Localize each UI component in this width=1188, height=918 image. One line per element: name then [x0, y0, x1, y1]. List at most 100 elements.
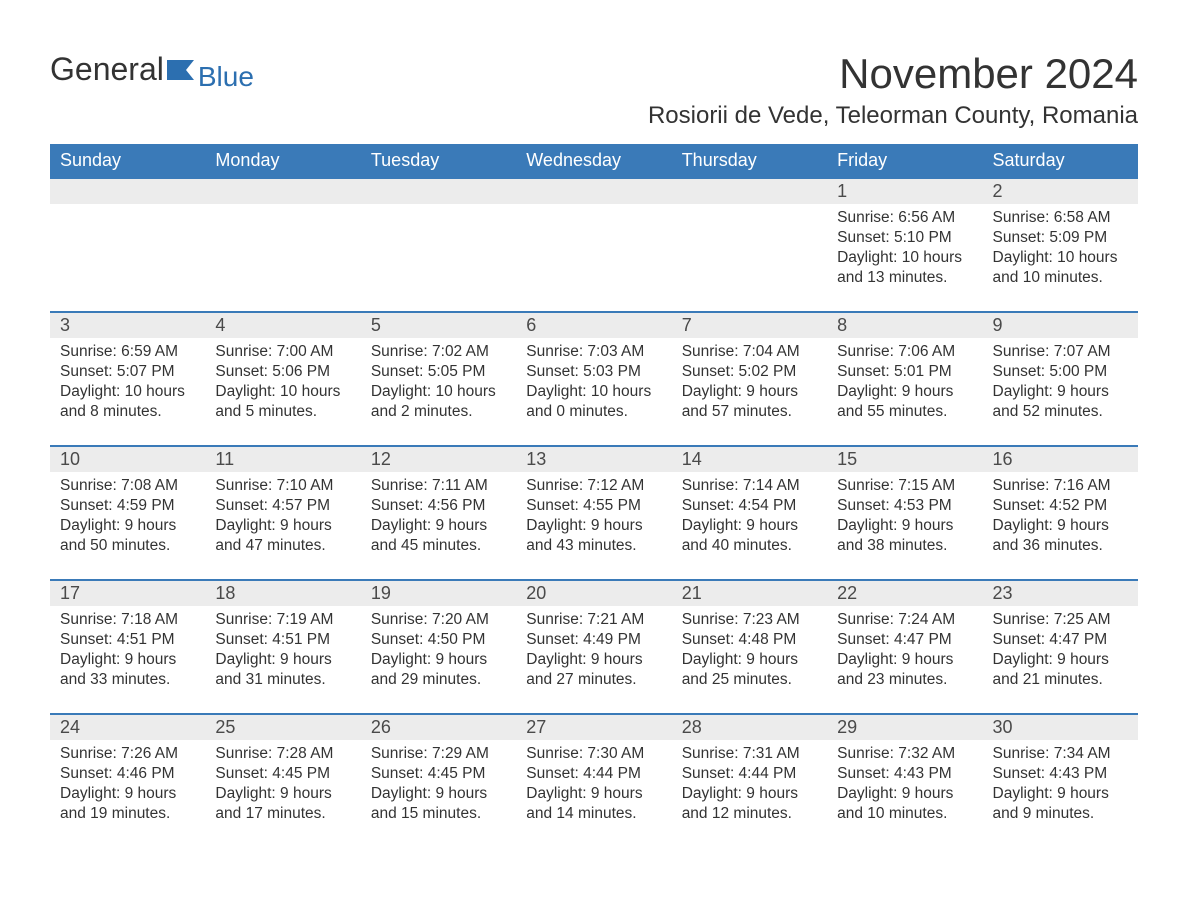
week-detail-row: Sunrise: 6:59 AMSunset: 5:07 PM Daylight:… — [50, 338, 1138, 446]
day-detail-cell: Sunrise: 7:32 AMSunset: 4:43 PMDaylight:… — [827, 740, 982, 848]
day-number-cell — [516, 178, 671, 204]
day-number-cell: 20 — [516, 580, 671, 606]
day-number: 7 — [682, 315, 692, 335]
day-dl2: and 8 minutes. — [60, 402, 195, 422]
day-detail-cell: Sunrise: 7:14 AMSunset: 4:54 PMDaylight:… — [672, 472, 827, 580]
day-sunset: Sunset: 4:55 PM — [526, 496, 661, 516]
day-detail-cell — [50, 204, 205, 312]
day-dl2: and 43 minutes. — [526, 536, 661, 556]
day-number-cell: 1 — [827, 178, 982, 204]
day-sunset: Sunset: 5:09 PM — [993, 228, 1128, 248]
day-detail-cell: Sunrise: 7:34 AMSunset: 4:43 PMDaylight:… — [983, 740, 1138, 848]
day-number: 8 — [837, 315, 847, 335]
day-dl2: and 57 minutes. — [682, 402, 817, 422]
day-number: 27 — [526, 717, 546, 737]
day-sunrise: Sunrise: 7:11 AM — [371, 476, 506, 496]
day-number-cell: 9 — [983, 312, 1138, 338]
weekday-header: Friday — [827, 144, 982, 178]
day-detail-cell: Sunrise: 7:04 AMSunset: 5:02 PMDaylight:… — [672, 338, 827, 446]
day-sunset: Sunset: 5:07 PM — [60, 362, 195, 382]
day-number: 18 — [215, 583, 235, 603]
day-sunrise: Sunrise: 7:00 AM — [215, 342, 350, 362]
day-detail-cell: Sunrise: 6:56 AMSunset: 5:10 PMDaylight:… — [827, 204, 982, 312]
day-sunset: Sunset: 4:47 PM — [837, 630, 972, 650]
day-sunrise: Sunrise: 6:59 AM — [60, 342, 195, 362]
day-detail-cell: Sunrise: 7:24 AMSunset: 4:47 PMDaylight:… — [827, 606, 982, 714]
day-number: 17 — [60, 583, 80, 603]
day-dl2: and 2 minutes. — [371, 402, 506, 422]
day-detail-cell: Sunrise: 7:02 AMSunset: 5:05 PMDaylight:… — [361, 338, 516, 446]
day-number-cell: 8 — [827, 312, 982, 338]
day-dl2: and 9 minutes. — [993, 804, 1128, 824]
day-dl1: Daylight: 9 hours — [526, 516, 661, 536]
day-dl2: and 29 minutes. — [371, 670, 506, 690]
day-dl2: and 5 minutes. — [215, 402, 350, 422]
day-number: 2 — [993, 181, 1003, 201]
day-sunset: Sunset: 4:52 PM — [993, 496, 1128, 516]
brand-name-2: Blue — [198, 64, 254, 89]
day-sunset: Sunset: 4:46 PM — [60, 764, 195, 784]
day-dl2: and 31 minutes. — [215, 670, 350, 690]
day-sunset: Sunset: 5:00 PM — [993, 362, 1128, 382]
day-sunset: Sunset: 4:44 PM — [526, 764, 661, 784]
day-sunrise: Sunrise: 6:56 AM — [837, 208, 972, 228]
day-dl1: Daylight: 9 hours — [215, 650, 350, 670]
day-number-cell — [50, 178, 205, 204]
day-sunset: Sunset: 4:43 PM — [993, 764, 1128, 784]
day-sunrise: Sunrise: 7:16 AM — [993, 476, 1128, 496]
weekday-header-row: Sunday Monday Tuesday Wednesday Thursday… — [50, 144, 1138, 178]
day-number-cell: 19 — [361, 580, 516, 606]
day-number-cell: 23 — [983, 580, 1138, 606]
day-dl1: Daylight: 9 hours — [526, 650, 661, 670]
weekday-header: Tuesday — [361, 144, 516, 178]
day-sunrise: Sunrise: 7:30 AM — [526, 744, 661, 764]
day-number: 10 — [60, 449, 80, 469]
header: General Blue November 2024 — [50, 50, 1138, 98]
day-number-cell: 10 — [50, 446, 205, 472]
day-number-cell: 5 — [361, 312, 516, 338]
day-sunset: Sunset: 4:56 PM — [371, 496, 506, 516]
day-number-cell: 13 — [516, 446, 671, 472]
day-dl2: and 55 minutes. — [837, 402, 972, 422]
day-detail-cell: Sunrise: 7:19 AMSunset: 4:51 PMDaylight:… — [205, 606, 360, 714]
day-dl2: and 23 minutes. — [837, 670, 972, 690]
day-detail-cell: Sunrise: 7:00 AMSunset: 5:06 PMDaylight:… — [205, 338, 360, 446]
day-sunset: Sunset: 4:45 PM — [215, 764, 350, 784]
day-sunrise: Sunrise: 7:32 AM — [837, 744, 972, 764]
day-dl1: Daylight: 9 hours — [526, 784, 661, 804]
day-dl2: and 15 minutes. — [371, 804, 506, 824]
day-dl2: and 10 minutes. — [993, 268, 1128, 288]
day-dl1: Daylight: 9 hours — [60, 516, 195, 536]
day-dl1: Daylight: 9 hours — [371, 784, 506, 804]
day-dl1: Daylight: 9 hours — [837, 382, 972, 402]
day-number-cell: 27 — [516, 714, 671, 740]
day-number-cell: 28 — [672, 714, 827, 740]
day-number: 3 — [60, 315, 70, 335]
day-sunrise: Sunrise: 7:18 AM — [60, 610, 195, 630]
day-number-cell: 6 — [516, 312, 671, 338]
day-number: 19 — [371, 583, 391, 603]
day-dl1: Daylight: 10 hours — [837, 248, 972, 268]
day-sunrise: Sunrise: 7:06 AM — [837, 342, 972, 362]
weekday-header: Monday — [205, 144, 360, 178]
day-number-cell: 14 — [672, 446, 827, 472]
day-sunrise: Sunrise: 7:10 AM — [215, 476, 350, 496]
day-dl2: and 10 minutes. — [837, 804, 972, 824]
day-dl1: Daylight: 9 hours — [682, 516, 817, 536]
day-dl1: Daylight: 9 hours — [682, 784, 817, 804]
day-number-cell — [205, 178, 360, 204]
day-detail-cell — [361, 204, 516, 312]
day-sunset: Sunset: 4:51 PM — [215, 630, 350, 650]
day-detail-cell: Sunrise: 7:08 AMSunset: 4:59 PMDaylight:… — [50, 472, 205, 580]
day-dl1: Daylight: 9 hours — [993, 784, 1128, 804]
day-number-cell: 17 — [50, 580, 205, 606]
day-sunrise: Sunrise: 7:03 AM — [526, 342, 661, 362]
page-title: November 2024 — [839, 50, 1138, 98]
weekday-header: Wednesday — [516, 144, 671, 178]
day-dl2: and 45 minutes. — [371, 536, 506, 556]
day-number-cell: 7 — [672, 312, 827, 338]
day-sunset: Sunset: 4:49 PM — [526, 630, 661, 650]
day-dl1: Daylight: 10 hours — [993, 248, 1128, 268]
day-number: 20 — [526, 583, 546, 603]
day-number: 24 — [60, 717, 80, 737]
